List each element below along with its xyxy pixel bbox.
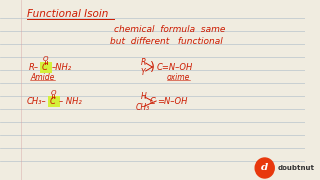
Text: C: C <box>49 96 55 105</box>
Text: O: O <box>51 90 56 96</box>
Text: C: C <box>42 62 48 71</box>
FancyBboxPatch shape <box>48 96 60 107</box>
Text: d: d <box>261 163 268 172</box>
Text: chemical  formula  same: chemical formula same <box>114 24 226 33</box>
FancyBboxPatch shape <box>40 62 52 73</box>
Text: doubtnut: doubtnut <box>278 165 315 171</box>
Text: =N–OH: =N–OH <box>157 96 188 105</box>
Text: Amide: Amide <box>30 73 55 82</box>
Text: Functional Isoin: Functional Isoin <box>27 9 108 19</box>
Text: R–: R– <box>28 62 39 71</box>
Text: ): ) <box>150 60 155 73</box>
Text: Y: Y <box>141 68 146 76</box>
Text: –NH₂: –NH₂ <box>52 62 72 71</box>
Text: but  different   functional: but different functional <box>109 37 222 46</box>
Text: CH₃–: CH₃– <box>27 96 46 105</box>
Text: R: R <box>141 57 146 66</box>
Text: oxime: oxime <box>167 73 190 82</box>
Text: C=N–OH: C=N–OH <box>157 62 193 71</box>
Circle shape <box>255 158 274 178</box>
Text: H: H <box>141 91 147 100</box>
Text: C: C <box>149 96 155 105</box>
Text: – NH₂: – NH₂ <box>59 96 82 105</box>
Text: O: O <box>43 56 48 62</box>
Text: CH₃: CH₃ <box>135 102 149 111</box>
